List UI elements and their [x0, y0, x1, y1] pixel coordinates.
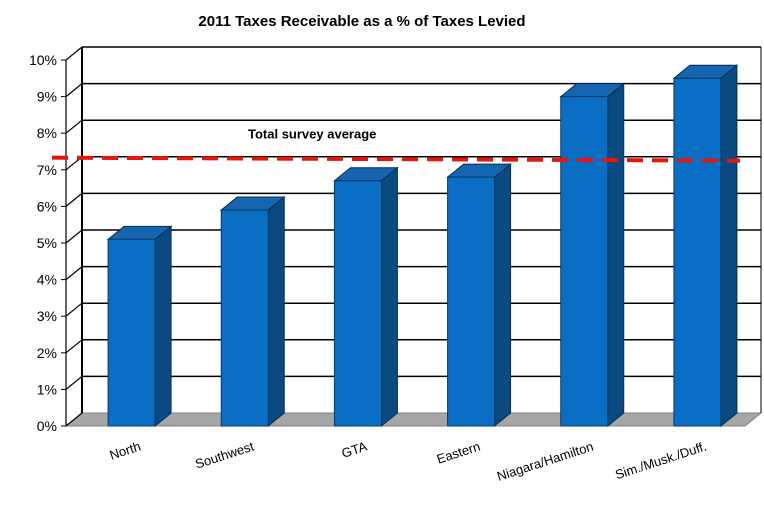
bar [559, 82, 626, 428]
bar-side-face [154, 225, 172, 428]
bar-side-face [267, 196, 285, 428]
bar [672, 64, 739, 428]
side-wall-gridline [65, 119, 83, 134]
bars [106, 64, 739, 428]
side-wall-gridline [65, 339, 83, 354]
x-category-label: North [108, 439, 143, 463]
x-category-label: Sim./Musk./Duff. [613, 439, 708, 483]
bar-side-face [607, 82, 625, 428]
y-tick-label: 2% [37, 345, 57, 361]
y-tick-label: 4% [37, 272, 57, 288]
side-wall-gridline [65, 83, 83, 98]
bar-side-face [380, 166, 398, 428]
y-tick-label: 1% [37, 381, 57, 397]
y-tick-label: 3% [37, 308, 57, 324]
y-tick-label: 8% [37, 125, 57, 141]
bar [106, 225, 173, 428]
bar-side-face [494, 163, 512, 428]
y-axis-ticks: 0% 1% 2% 3% 4% 5% 6% 7% 8% 9% 10% [29, 52, 67, 434]
x-category-label: Niagara/Hamilton [495, 439, 595, 484]
average-line-group: Total survey average [51, 127, 741, 163]
bar-front-face [333, 180, 382, 427]
bar-front-face [220, 209, 269, 427]
y-tick-label: 5% [37, 235, 57, 251]
gridlines [65, 46, 761, 427]
average-line [51, 155, 741, 163]
x-category-label: GTA [340, 438, 369, 460]
side-wall-gridline [65, 302, 83, 317]
y-tick-label: 6% [37, 198, 57, 214]
plot-floor [64, 412, 763, 427]
x-axis-labels: North Southwest GTA Eastern Niagara/Hamilton… [108, 438, 709, 483]
y-tick-label: 10% [29, 52, 57, 68]
x-category-label: Southwest [193, 438, 256, 471]
side-wall-gridline [65, 412, 83, 427]
bar [446, 163, 512, 428]
bar [219, 196, 286, 428]
average-line-label: Total survey average [248, 127, 376, 142]
bar [333, 166, 399, 428]
y-tick-label: 0% [37, 418, 57, 434]
side-wall-gridline [65, 266, 83, 281]
bar-front-face [447, 176, 496, 427]
x-category-label: Eastern [435, 439, 482, 467]
bar-front-face [673, 77, 722, 427]
chart-title: 2011 Taxes Receivable as a % of Taxes Le… [198, 13, 525, 30]
side-wall-gridline [65, 46, 83, 61]
side-wall-gridline [65, 375, 83, 390]
side-wall-gridline [65, 229, 83, 244]
y-tick-label: 7% [37, 162, 57, 178]
floor-plane [64, 412, 763, 427]
side-wall-gridline [65, 192, 83, 207]
bar-front-face [560, 96, 609, 427]
bar-side-face [720, 64, 738, 428]
bar-front-face [107, 238, 156, 427]
y-tick-label: 9% [37, 89, 57, 105]
